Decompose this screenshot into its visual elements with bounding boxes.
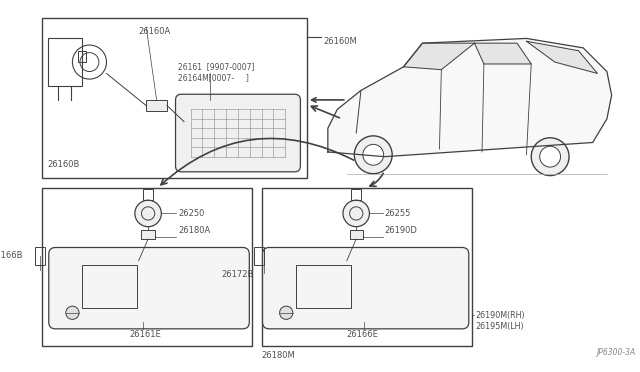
Text: 26161  [9907-0007]: 26161 [9907-0007] — [179, 62, 255, 71]
Bar — [296, 266, 351, 308]
Text: 26160B: 26160B — [48, 160, 80, 169]
Text: 26172B: 26172B — [222, 270, 254, 279]
Circle shape — [135, 200, 161, 227]
Bar — [141, 231, 155, 239]
Bar — [351, 189, 361, 200]
Bar — [349, 231, 363, 239]
Circle shape — [531, 138, 569, 176]
Bar — [143, 189, 153, 200]
Bar — [146, 100, 167, 111]
Bar — [35, 247, 45, 266]
Polygon shape — [474, 43, 531, 64]
Polygon shape — [527, 41, 597, 73]
Circle shape — [355, 136, 392, 174]
Bar — [42, 188, 252, 346]
Bar — [262, 188, 472, 346]
Polygon shape — [403, 43, 474, 70]
FancyBboxPatch shape — [175, 94, 300, 172]
Circle shape — [66, 306, 79, 320]
Text: 26164M[0007-     ]: 26164M[0007- ] — [179, 73, 249, 83]
Bar — [82, 266, 137, 308]
Text: 26166B: 26166B — [0, 251, 22, 260]
Text: 26255: 26255 — [385, 209, 411, 218]
Bar — [254, 247, 264, 266]
Polygon shape — [328, 38, 612, 157]
Text: 26180A: 26180A — [179, 226, 211, 235]
Circle shape — [363, 144, 383, 165]
Circle shape — [280, 306, 293, 320]
Text: 26195M(LH): 26195M(LH) — [476, 322, 524, 331]
Bar — [78, 51, 86, 62]
Circle shape — [343, 200, 369, 227]
FancyBboxPatch shape — [262, 247, 468, 329]
Text: 26190M(RH): 26190M(RH) — [476, 311, 525, 320]
Text: JP6300-3A: JP6300-3A — [596, 348, 636, 357]
Text: 26161E: 26161E — [129, 330, 161, 339]
Bar — [48, 38, 82, 86]
Text: 26160A: 26160A — [139, 27, 171, 36]
Text: 26190D: 26190D — [385, 226, 417, 235]
Circle shape — [540, 146, 561, 167]
Text: 26166E: 26166E — [347, 330, 379, 339]
FancyBboxPatch shape — [49, 247, 250, 329]
Text: 26180M: 26180M — [262, 350, 296, 360]
Text: 26160M: 26160M — [323, 36, 357, 45]
Bar — [42, 17, 307, 179]
Text: 26250: 26250 — [179, 209, 205, 218]
